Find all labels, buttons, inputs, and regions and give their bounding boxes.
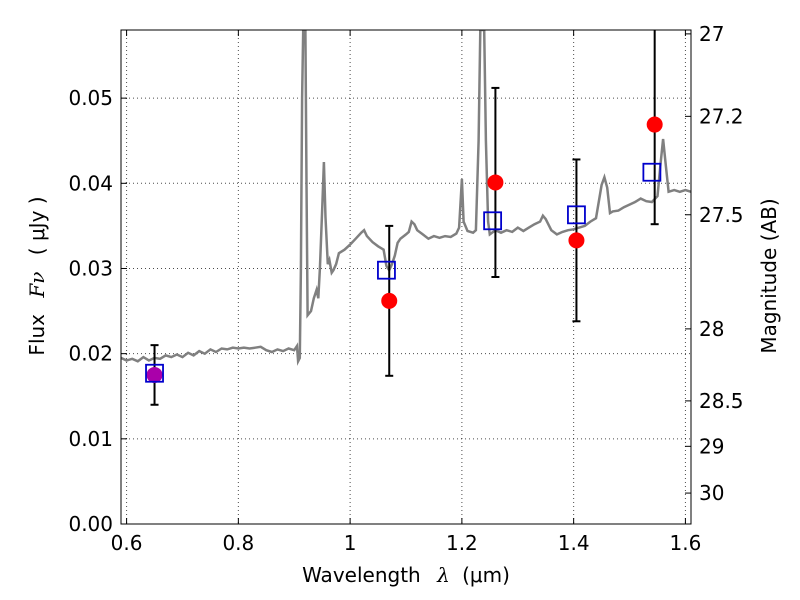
observed-point [568, 232, 585, 249]
model-point [377, 260, 396, 280]
x-axis-title-symbol: λ [436, 563, 450, 587]
y-axis-title-symbol: Fν [25, 272, 49, 299]
magnitude-axis-title: Magnitude (AB) [757, 198, 781, 353]
magnitude-tick-label: 28 [699, 317, 724, 341]
x-tick-label: 1 [344, 531, 357, 555]
magnitude-tick-label: 27 [699, 22, 724, 46]
y-tick-label: 0.05 [68, 86, 113, 110]
y-tick-label: 0.04 [68, 171, 113, 195]
ticks: 0.6 0.8 1 1.2 1.4 1.6 0.00 0.01 0.02 0.03 0.04 0.05… [68, 22, 743, 555]
x-tick-label: 1.6 [670, 531, 702, 555]
observed-point [487, 174, 504, 191]
magnitude-tick-label: 29 [699, 434, 724, 458]
y-tick-label: 0.01 [68, 427, 113, 451]
spectrum-line [121, 30, 691, 366]
y-tick-label: 0.00 [68, 512, 113, 536]
model-point [483, 211, 503, 231]
x-axis-title: Wavelength λ (μm) [302, 563, 510, 587]
observed-point [646, 116, 663, 133]
x-axis-title-unit: (μm) [462, 563, 510, 587]
model-point [642, 162, 662, 182]
plot-frame [120, 29, 692, 525]
y-axis-title-unit: ( μJy ) [25, 196, 49, 255]
y-axis-title: Flux Fν ( μJy ) [25, 196, 49, 355]
magnitude-tick-label: 27.5 [699, 203, 744, 227]
grid [121, 30, 691, 525]
x-tick-label: 1.4 [558, 531, 590, 555]
model-point [145, 363, 164, 383]
magnitude-tick-label: 30 [699, 481, 724, 505]
spectrum-layer [121, 30, 691, 366]
x-tick-label: 0.8 [222, 531, 254, 555]
observed-point [146, 366, 163, 383]
magnitude-tick-label: 27.2 [699, 104, 744, 128]
observed-point [381, 292, 398, 309]
model-points [145, 162, 662, 383]
y-tick-label: 0.03 [68, 256, 113, 280]
x-tick-label: 1.2 [446, 531, 478, 555]
y-axis-title-prefix: Flux [25, 314, 49, 356]
model-point [567, 205, 586, 225]
magnitude-tick-label: 28.5 [699, 389, 744, 413]
x-axis-title-prefix: Wavelength [302, 563, 421, 587]
x-tick-label: 0.6 [111, 531, 143, 555]
observed-points [146, 116, 663, 383]
y-tick-label: 0.02 [68, 342, 113, 366]
